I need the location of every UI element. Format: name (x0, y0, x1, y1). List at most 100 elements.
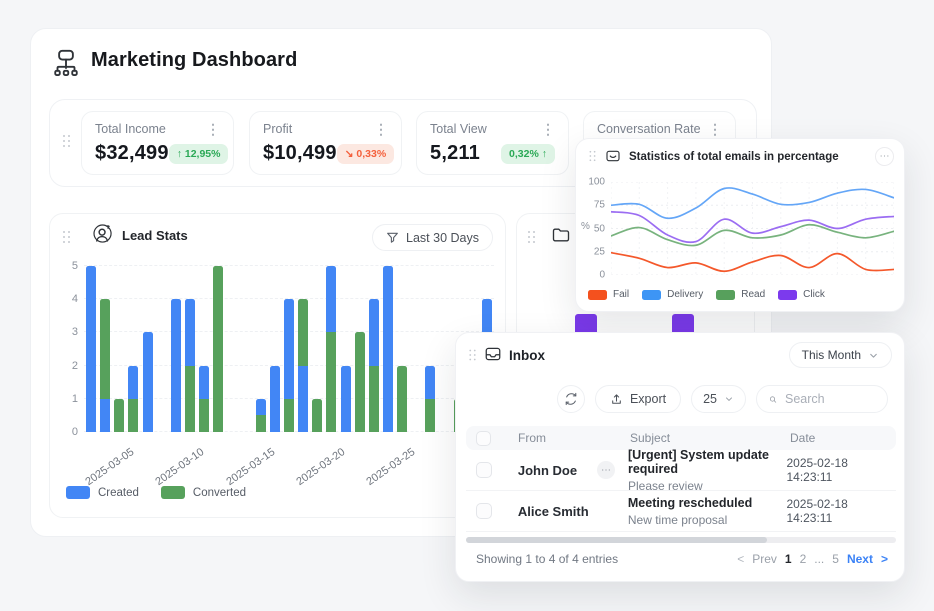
bar-slot (254, 266, 268, 432)
stat-card-profit: Profit ⋮ $10,499 ↘ 0,33% (249, 111, 402, 175)
legend-item[interactable]: Fail (588, 289, 629, 300)
horizontal-scrollbar[interactable] (466, 537, 896, 543)
row-menu-button[interactable]: ⋯ (597, 461, 615, 479)
period-select-button[interactable]: This Month (789, 342, 892, 368)
legend-item[interactable]: Click (778, 289, 825, 300)
folder-icon (551, 225, 571, 245)
lead-stats-drag-handle[interactable] (62, 230, 71, 244)
stats-drag-handle[interactable] (62, 134, 71, 148)
lead-stats-legend: Created Converted (66, 486, 246, 499)
folders-drag-handle[interactable] (527, 230, 536, 244)
page-5[interactable]: 5 (832, 552, 839, 566)
stat-label: Total View (430, 122, 487, 136)
lead-stats-bars (84, 266, 494, 432)
select-all-checkbox[interactable] (476, 431, 491, 446)
stat-value: 5,211 (430, 142, 480, 165)
lead-stats-title: Lead Stats (122, 228, 188, 243)
email-stats-legend: Fail Delivery Read Click (588, 289, 825, 300)
page-size-select[interactable]: 25 (691, 385, 746, 413)
legend-item[interactable]: Delivery (642, 289, 703, 300)
bar-slot (367, 266, 381, 432)
legend-item[interactable]: Created (66, 486, 139, 499)
lead-stats-xlabels: 2025-03-052025-03-102025-03-152025-03-20… (84, 436, 494, 476)
chevron-down-icon (724, 394, 734, 404)
inbox-title: Inbox (509, 348, 545, 363)
email-stats-drag-handle[interactable] (589, 150, 597, 162)
kebab-menu-icon[interactable]: ⋮ (708, 122, 722, 136)
page-ellipsis: ... (814, 552, 824, 566)
row-preview: New time proposal (628, 513, 787, 527)
page-2[interactable]: 2 (800, 552, 807, 566)
bar-slot (395, 266, 409, 432)
stat-card-total-view: Total View ⋮ 5,211 0,32% ↑ (416, 111, 569, 175)
col-date: Date (790, 431, 815, 445)
sitemap-icon (51, 47, 81, 77)
export-icon (610, 393, 623, 406)
search-icon (769, 393, 777, 406)
page-size-value: 25 (703, 392, 717, 406)
email-chart-svg (611, 182, 894, 275)
stat-label: Total Income (95, 122, 166, 136)
table-header: From Subject Date (466, 426, 896, 450)
export-button[interactable]: Export (595, 385, 681, 413)
inbox-icon (484, 345, 502, 363)
bar-slot (225, 266, 239, 432)
stat-label: Conversation Rate (597, 122, 701, 136)
entries-summary: Showing 1 to 4 of 4 entries (476, 552, 618, 566)
kebab-menu-icon[interactable]: ⋮ (541, 122, 555, 136)
table-row[interactable]: John Doe ⋯ [Urgent] System update requir… (466, 450, 896, 491)
row-checkbox[interactable] (476, 462, 492, 478)
bar-slot (169, 266, 183, 432)
export-label: Export (630, 392, 666, 406)
page-prev-chevron[interactable]: < (737, 552, 744, 566)
card-menu-button[interactable]: ⋯ (875, 147, 894, 166)
email-stats-title: Statistics of total emails in percentage (629, 151, 839, 163)
bar-slot (240, 266, 254, 432)
bar-slot (112, 266, 126, 432)
table-row[interactable]: Alice Smith Meeting rescheduled New time… (466, 491, 896, 532)
page-1[interactable]: 1 (785, 552, 792, 566)
trend-badge: 0,32% ↑ (501, 144, 555, 164)
funnel-icon (386, 231, 399, 244)
inbox-drag-handle[interactable] (468, 349, 476, 362)
lead-stats-ylabels: 012345 (56, 266, 78, 432)
last-30-days-filter-button[interactable]: Last 30 Days (372, 224, 493, 251)
col-from: From (518, 431, 630, 445)
bar-slot (381, 266, 395, 432)
bar-slot (339, 266, 353, 432)
stat-value: $32,499 (95, 142, 169, 165)
period-label: This Month (802, 348, 861, 362)
lead-stats-plot (84, 266, 494, 432)
email-stats-ylabels: 0255075100 (588, 182, 605, 275)
refresh-button[interactable] (557, 385, 585, 413)
page-next-chevron[interactable]: > (881, 552, 888, 566)
trend-badge: ↘ 0,33% (337, 144, 395, 164)
bar-slot (98, 266, 112, 432)
row-subject: [Urgent] System update required (628, 448, 787, 476)
pagination: < Prev 1 2 ... 5 Next > (737, 552, 888, 566)
legend-item[interactable]: Read (716, 289, 765, 300)
bar-slot (324, 266, 338, 432)
bar-slot (141, 266, 155, 432)
chevron-down-icon (868, 350, 879, 361)
page-next[interactable]: Next (847, 552, 873, 566)
bar-slot (282, 266, 296, 432)
kebab-menu-icon[interactable]: ⋮ (206, 122, 220, 136)
kebab-menu-icon[interactable]: ⋮ (374, 122, 388, 136)
bar-slot (423, 266, 437, 432)
legend-item[interactable]: Converted (161, 486, 246, 499)
search-input[interactable] (785, 392, 875, 406)
row-from: John Doe (518, 463, 597, 478)
page-prev[interactable]: Prev (752, 552, 777, 566)
inbox-card: Inbox This Month Export 25 (455, 332, 905, 582)
stat-value: $10,499 (263, 142, 337, 165)
bar-slot (183, 266, 197, 432)
stat-label: Profit (263, 122, 292, 136)
row-checkbox[interactable] (476, 503, 492, 519)
trend-badge: ↑ 12,95% (169, 144, 229, 164)
inbox-toolbar: Export 25 (468, 385, 888, 413)
search-box[interactable] (756, 385, 888, 413)
row-date: 2025-02-18 14:23:11 (786, 497, 896, 525)
bar-slot (126, 266, 140, 432)
scrollbar-thumb[interactable] (466, 537, 767, 543)
